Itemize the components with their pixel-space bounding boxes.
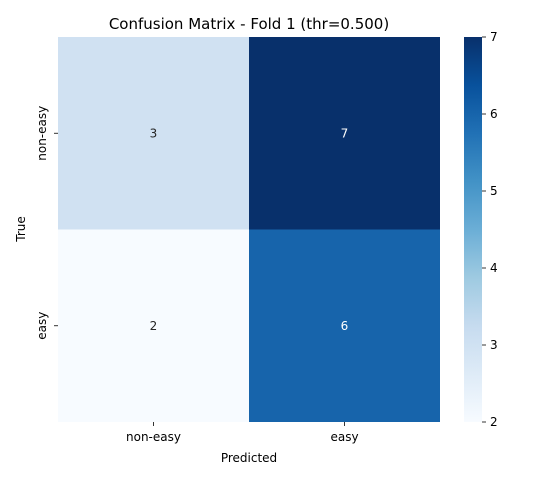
colorbar-tick-label: 5 bbox=[490, 184, 498, 198]
heatmap-cell-1-1 bbox=[249, 229, 440, 422]
colorbar-tick-label: 4 bbox=[490, 261, 498, 275]
x-axis-label: Predicted bbox=[221, 451, 277, 465]
chart-title: Confusion Matrix - Fold 1 (thr=0.500) bbox=[109, 15, 389, 33]
colorbar-tick-label: 7 bbox=[490, 30, 498, 44]
heatmap-cell-0-0 bbox=[58, 37, 249, 230]
heatmap-cell-1-0 bbox=[58, 229, 249, 422]
colorbar-tick-label: 3 bbox=[490, 338, 498, 352]
y-axis-label: True bbox=[14, 216, 28, 243]
cell-value-label-0-1: 7 bbox=[341, 126, 349, 140]
cell-value-label-1-0: 2 bbox=[150, 319, 158, 333]
y-tick-label: non-easy bbox=[35, 106, 49, 161]
x-tick-label: non-easy bbox=[126, 430, 181, 444]
colorbar-tick-label: 2 bbox=[490, 415, 498, 429]
cell-value-label-1-1: 6 bbox=[341, 319, 349, 333]
heatmap-cell-0-1 bbox=[249, 37, 440, 230]
colorbar-gradient bbox=[464, 37, 482, 422]
x-tick-label: easy bbox=[330, 430, 358, 444]
y-tick-label: easy bbox=[35, 312, 49, 340]
colorbar-tick-label: 6 bbox=[490, 107, 498, 121]
colorbar: 2 3 4 5 6 7 bbox=[464, 30, 498, 429]
heatmap-axes: non-easy easy non-easy easy bbox=[35, 106, 359, 444]
cell-value-label-0-0: 3 bbox=[150, 126, 158, 140]
heatmap-cells: 3 7 2 6 bbox=[58, 37, 440, 422]
